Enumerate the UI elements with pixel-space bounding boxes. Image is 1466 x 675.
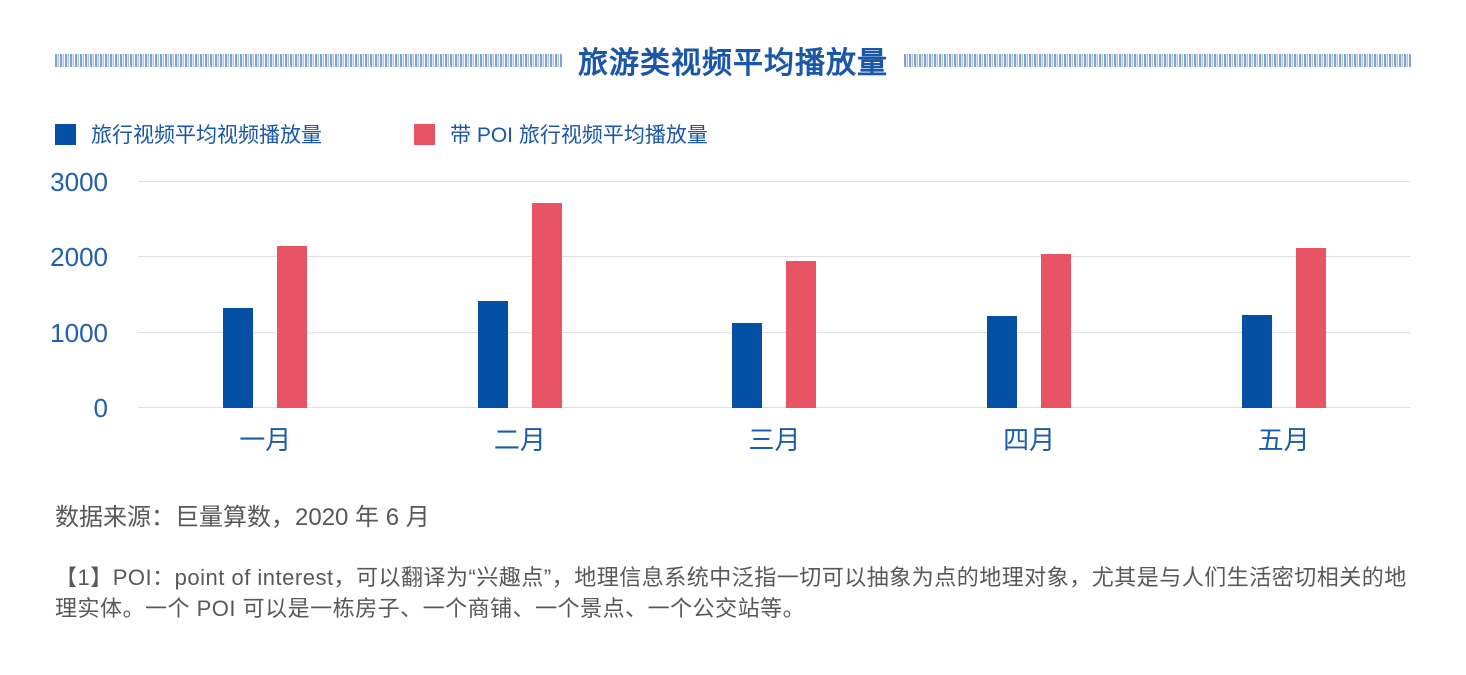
y-axis-label: 3000: [50, 167, 108, 197]
bar-chart: 0 1000 2000 3000 一月 二月 三月 四月 五月: [50, 169, 1411, 457]
bar-travel-video-一月: [223, 307, 254, 408]
bar-poi-travel-video-三月: [786, 261, 817, 408]
legend-swatch-red-icon: [414, 123, 435, 145]
chart-header: 旅游类视频平均播放量: [55, 38, 1411, 82]
title-decoration-right: [904, 53, 1411, 67]
bar-group-三月: [647, 182, 902, 408]
bar-travel-video-四月: [987, 316, 1018, 408]
bar-group-二月: [393, 182, 648, 408]
x-axis: 一月 二月 三月 四月 五月: [138, 420, 1411, 457]
title-decoration-left: [55, 53, 562, 67]
x-axis-label-二月: 二月: [493, 425, 546, 455]
bar-travel-video-五月: [1241, 315, 1272, 408]
legend-item-poi-travel-video: 带 POI 旅行视频平均播放量: [414, 119, 708, 149]
legend-swatch-blue-icon: [55, 123, 76, 145]
poi-footnote: 【1】POI：point of interest，可以翻译为“兴趣点”，地理信息…: [55, 565, 1407, 621]
x-axis-label-三月: 三月: [748, 425, 801, 455]
x-axis-label-五月: 五月: [1257, 425, 1310, 455]
y-axis: 0 1000 2000 3000: [50, 169, 138, 421]
plot-area: [138, 181, 1411, 408]
bar-group-一月: [138, 182, 393, 408]
report-page: 旅游类视频平均播放量 旅行视频平均视频播放量 带 POI 旅行视频平均播放量 0…: [0, 38, 1466, 675]
data-source-note: 数据来源：巨量算数，2020 年 6 月: [55, 504, 430, 531]
bar-travel-video-二月: [477, 301, 508, 408]
bar-travel-video-三月: [732, 322, 763, 408]
bar-groups: [138, 182, 1411, 408]
gridline: [138, 256, 1411, 258]
x-axis-label-一月: 一月: [239, 425, 292, 455]
chart-title: 旅游类视频平均播放量: [578, 47, 888, 80]
legend-item-travel-video: 旅行视频平均视频播放量: [55, 119, 322, 149]
bar-poi-travel-video-四月: [1041, 253, 1072, 408]
y-axis-label: 0: [93, 393, 108, 423]
bar-poi-travel-video-五月: [1295, 247, 1326, 408]
x-axis-label-四月: 四月: [1003, 425, 1056, 455]
y-axis-label: 2000: [50, 242, 108, 273]
legend-label-travel-video: 旅行视频平均视频播放量: [91, 124, 322, 147]
y-axis-label: 1000: [50, 317, 108, 348]
gridline: [138, 181, 1411, 182]
bar-group-四月: [902, 182, 1157, 408]
gridline: [138, 407, 1411, 408]
bar-poi-travel-video-二月: [531, 203, 562, 408]
bar-group-五月: [1156, 182, 1411, 408]
gridline: [138, 331, 1411, 333]
legend-label-poi-travel-video: 带 POI 旅行视频平均播放量: [450, 124, 708, 147]
bar-poi-travel-video-一月: [277, 246, 308, 408]
chart-legend: 旅行视频平均视频播放量 带 POI 旅行视频平均播放量: [55, 119, 1411, 149]
